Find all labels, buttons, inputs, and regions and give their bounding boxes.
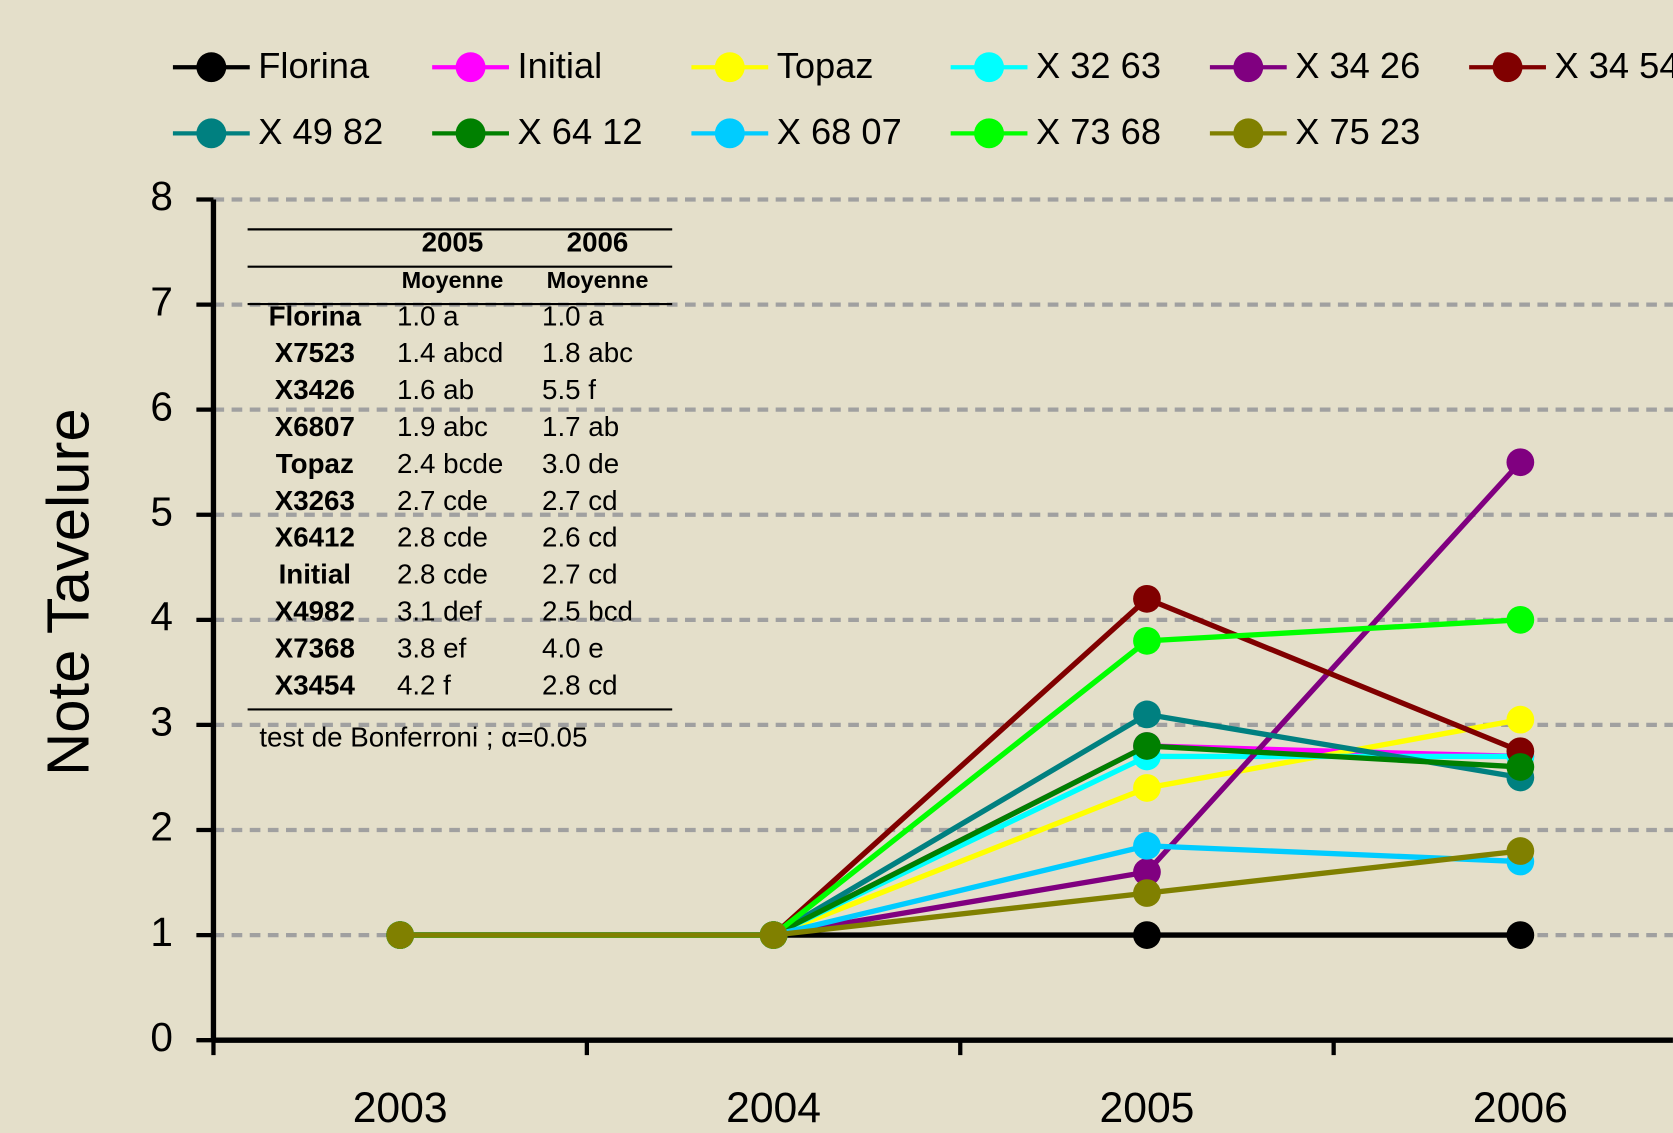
table-row-name: X4982 bbox=[275, 596, 355, 627]
point bbox=[1133, 626, 1161, 655]
legend-marker bbox=[455, 52, 486, 83]
table-header: 2006 bbox=[567, 227, 629, 258]
table-row-name: X3454 bbox=[275, 669, 356, 700]
point bbox=[1133, 921, 1161, 949]
table-cell: 4.0 e bbox=[542, 632, 604, 663]
table-header: 2005 bbox=[422, 227, 484, 258]
point bbox=[1133, 774, 1161, 802]
y-tick-label: 3 bbox=[150, 699, 173, 745]
table-note: test de Bonferroni ; α=0.05 bbox=[259, 722, 587, 753]
table-cell: 2.7 cd bbox=[542, 485, 618, 516]
point bbox=[1133, 584, 1161, 613]
legend-label: X 32 63 bbox=[1036, 45, 1161, 86]
y-tick-label: 0 bbox=[150, 1014, 173, 1060]
table-row-name: X7368 bbox=[275, 632, 355, 663]
y-tick-label: 4 bbox=[150, 594, 173, 640]
table-cell: 2.8 cd bbox=[542, 669, 618, 700]
legend-marker bbox=[1233, 52, 1264, 83]
table-row-name: X7523 bbox=[275, 337, 355, 368]
table-row-name: Florina bbox=[269, 300, 362, 331]
point bbox=[1506, 921, 1535, 949]
legend-marker bbox=[1492, 52, 1523, 83]
table-cell: 2.6 cd bbox=[542, 522, 618, 553]
table-cell: 1.7 ab bbox=[542, 411, 619, 442]
table-cell: 2.7 cde bbox=[397, 485, 488, 516]
table-row-name: X6412 bbox=[275, 522, 355, 553]
y-tick-label: 5 bbox=[150, 488, 173, 534]
legend-label: X 73 68 bbox=[1036, 111, 1161, 152]
table-cell: 1.8 abc bbox=[542, 337, 633, 368]
table-cell: 1.6 ab bbox=[397, 374, 474, 405]
legend-marker bbox=[455, 118, 486, 149]
legend-label: X 75 23 bbox=[1295, 111, 1420, 152]
table-cell: 3.0 de bbox=[542, 448, 619, 479]
point bbox=[1133, 700, 1161, 729]
table-cell: 1.9 abc bbox=[397, 411, 488, 442]
legend-label: Initial bbox=[518, 45, 603, 86]
x-tick-label: 2003 bbox=[353, 1084, 448, 1132]
point bbox=[1506, 448, 1535, 477]
table-cell: 2.8 cde bbox=[397, 522, 488, 553]
table-cell: 5.5 f bbox=[542, 374, 596, 405]
legend-marker bbox=[196, 52, 227, 83]
legend-label: X 49 82 bbox=[258, 111, 383, 152]
point bbox=[1133, 879, 1161, 907]
y-tick-label: 7 bbox=[150, 278, 173, 324]
table-row-name: X6807 bbox=[275, 411, 355, 442]
legend-marker bbox=[974, 118, 1004, 149]
legend-marker bbox=[196, 118, 227, 149]
series-line bbox=[400, 753, 1521, 938]
table-cell: 3.1 def bbox=[397, 596, 482, 627]
legend-marker bbox=[1233, 118, 1264, 149]
point bbox=[1133, 732, 1161, 760]
series-line bbox=[400, 848, 1521, 938]
point bbox=[1506, 705, 1535, 734]
point bbox=[1506, 837, 1535, 865]
x-tick-label: 2006 bbox=[1473, 1084, 1568, 1132]
table-cell: 1.4 abcd bbox=[397, 337, 503, 368]
legend-marker bbox=[714, 52, 745, 83]
table-cell: 2.7 cd bbox=[542, 559, 618, 590]
point bbox=[1133, 858, 1161, 886]
legend-label: X 34 26 bbox=[1295, 45, 1420, 86]
table-cell: 1.0 a bbox=[542, 300, 604, 331]
table-cell: 2.4 bcde bbox=[397, 448, 503, 479]
table-subheader: Moyenne bbox=[547, 267, 649, 293]
table-row-name: X3426 bbox=[275, 374, 355, 405]
y-tick-label: 6 bbox=[150, 383, 173, 429]
table-cell: 4.2 f bbox=[397, 669, 451, 700]
table-subheader: Moyenne bbox=[402, 267, 504, 293]
y-tick-label: 2 bbox=[150, 804, 173, 850]
y-axis-label: Note Tavelure bbox=[34, 408, 101, 775]
legend-label: X 68 07 bbox=[777, 111, 902, 152]
point bbox=[386, 921, 415, 949]
table-cell: 1.0 a bbox=[397, 300, 459, 331]
point bbox=[1506, 753, 1535, 781]
table-row-name: Topaz bbox=[276, 448, 354, 479]
y-tick-label: 8 bbox=[150, 173, 173, 219]
table-row-name: X3263 bbox=[275, 485, 355, 516]
legend-label: Florina bbox=[258, 45, 370, 86]
point bbox=[1506, 605, 1535, 634]
table-cell: 2.8 cde bbox=[397, 559, 488, 590]
point bbox=[759, 921, 788, 949]
legend-label: X 64 12 bbox=[518, 111, 643, 152]
series-line bbox=[400, 743, 1521, 938]
table-cell: 3.8 ef bbox=[397, 632, 467, 663]
legend-marker bbox=[974, 52, 1004, 83]
x-tick-label: 2004 bbox=[726, 1084, 821, 1132]
y-tick-label: 1 bbox=[150, 909, 173, 955]
legend-label: Topaz bbox=[777, 45, 874, 86]
table-row-name: Initial bbox=[279, 559, 351, 590]
legend-label: X 34 54 bbox=[1554, 45, 1673, 86]
x-tick-label: 2005 bbox=[1100, 1084, 1195, 1132]
table-cell: 2.5 bcd bbox=[542, 596, 633, 627]
legend-marker bbox=[714, 118, 745, 149]
point bbox=[1133, 831, 1161, 860]
